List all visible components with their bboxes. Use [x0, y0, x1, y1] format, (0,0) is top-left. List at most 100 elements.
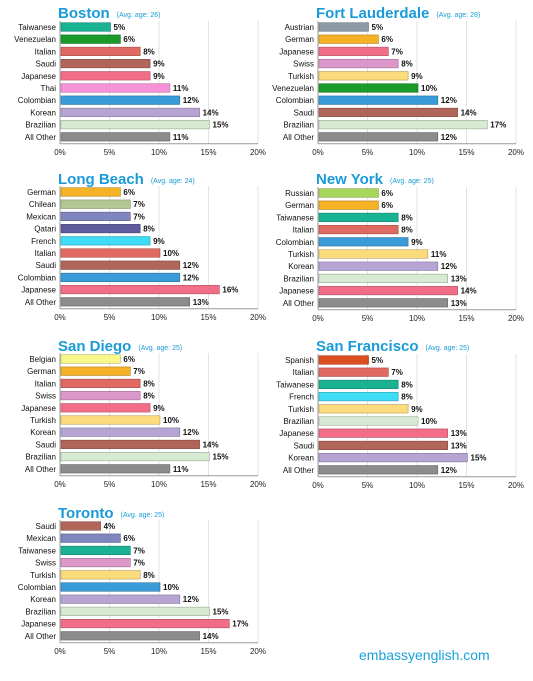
san-diego-title: San Diego	[58, 338, 131, 355]
long-beach-data-label: 12%	[183, 261, 199, 270]
long-beach-data-label: 7%	[133, 200, 145, 209]
san-diego-tick-label: 10%	[151, 480, 167, 489]
footer-site[interactable]: embassyenglish.com	[359, 647, 490, 663]
toronto-data-label: 14%	[203, 632, 219, 641]
boston-bar-thai	[60, 83, 171, 93]
fort-lauderdale-tick-label: 20%	[508, 148, 524, 157]
long-beach-category-label: Qatari	[34, 225, 56, 234]
toronto-data-label: 15%	[213, 607, 229, 616]
san-francisco-data-label: 9%	[411, 405, 423, 414]
fort-lauderdale-data-label: 6%	[381, 35, 393, 44]
boston-category-label: Colombian	[18, 96, 56, 105]
san-diego-data-label: 8%	[143, 379, 155, 388]
toronto-tick-label: 0%	[54, 647, 66, 656]
toronto-category-label: Korean	[30, 595, 56, 604]
san-diego-data-label: 9%	[153, 404, 165, 413]
san-francisco-bar-french	[318, 392, 399, 402]
san-diego-data-label: 15%	[213, 453, 229, 462]
new-york-data-label: 13%	[451, 274, 467, 283]
boston-tick-label: 0%	[54, 148, 66, 157]
boston-tick-label: 5%	[104, 148, 116, 157]
san-francisco-data-label: 10%	[421, 417, 437, 426]
boston-data-label: 8%	[143, 47, 155, 56]
san-diego-category-label: Swiss	[35, 392, 56, 401]
boston-tick-label: 15%	[200, 148, 216, 157]
new-york-category-label: Japanese	[279, 287, 314, 296]
new-york-data-label: 11%	[431, 250, 447, 259]
new-york-bar-brazilian	[318, 273, 448, 283]
boston-category-label: Thai	[40, 84, 56, 93]
san-diego-bar-brazilian	[60, 452, 210, 462]
fort-lauderdale-category-label: Swiss	[293, 60, 314, 69]
new-york-bar-russian	[318, 188, 379, 198]
boston-data-label: 11%	[173, 133, 189, 142]
boston-category-label: Brazilian	[25, 121, 56, 130]
san-francisco-category-label: Saudi	[294, 441, 315, 450]
san-diego-data-label: 12%	[183, 428, 199, 437]
boston-data-label: 12%	[183, 96, 199, 105]
new-york-data-label: 12%	[441, 262, 457, 271]
fort-lauderdale-data-label: 10%	[421, 84, 437, 93]
san-diego-data-label: 8%	[143, 392, 155, 401]
long-beach-tick-label: 20%	[250, 313, 266, 322]
long-beach-category-label: French	[31, 237, 56, 246]
long-beach-bar-chilean	[60, 199, 131, 209]
boston-data-label: 5%	[114, 23, 126, 32]
toronto-data-label: 6%	[123, 534, 135, 543]
new-york-bar-taiwanese	[318, 212, 399, 222]
san-francisco-data-label: 13%	[451, 441, 467, 450]
long-beach-category-label: All Other	[25, 298, 56, 307]
fort-lauderdale-bar-turkish	[318, 71, 409, 81]
toronto-bar-brazilian	[60, 606, 210, 616]
boston-bar-brazilian	[60, 120, 210, 130]
long-beach-category-label: Italian	[35, 249, 56, 258]
toronto-subtitle: (Avg. age: 25)	[121, 512, 165, 519]
san-francisco-bar-saudi	[318, 440, 448, 450]
long-beach-category-label: Saudi	[36, 261, 57, 270]
fort-lauderdale-bar-austrian	[318, 22, 369, 32]
new-york-category-label: Korean	[288, 262, 314, 271]
san-francisco-category-label: Taiwanese	[276, 380, 314, 389]
fort-lauderdale-tick-label: 0%	[312, 148, 324, 157]
san-francisco-category-label: Italian	[293, 368, 314, 377]
long-beach-data-label: 13%	[193, 298, 209, 307]
fort-lauderdale-category-label: Venezuelan	[272, 84, 314, 93]
fort-lauderdale-category-label: Brazilian	[283, 121, 314, 130]
san-diego-tick-label: 5%	[104, 480, 116, 489]
san-francisco-category-label: All Other	[283, 466, 314, 475]
new-york-bar-all-other	[318, 298, 448, 308]
toronto-tick-label: 20%	[250, 647, 266, 656]
san-francisco-data-label: 7%	[391, 368, 403, 377]
long-beach-bar-italian	[60, 248, 161, 258]
toronto-bar-swiss	[60, 558, 131, 568]
san-francisco-tick-label: 0%	[312, 481, 324, 490]
san-diego-data-label: 6%	[123, 355, 135, 364]
san-francisco-category-label: Korean	[288, 454, 314, 463]
toronto-category-label: Colombian	[18, 583, 56, 592]
toronto-data-label: 8%	[143, 571, 155, 580]
boston-bar-taiwanese	[60, 22, 111, 32]
fort-lauderdale-data-label: 9%	[411, 72, 423, 81]
san-diego-data-label: 7%	[133, 367, 145, 376]
toronto-data-label: 7%	[133, 546, 145, 555]
toronto-bar-mexican	[60, 533, 121, 543]
fort-lauderdale-bar-venezuelan	[318, 83, 419, 93]
fort-lauderdale-data-label: 7%	[391, 47, 403, 56]
fort-lauderdale-tick-label: 10%	[409, 148, 425, 157]
san-diego-subtitle: (Avg. age: 25)	[138, 345, 182, 352]
san-francisco-bar-all-other	[318, 465, 439, 475]
long-beach-data-label: 12%	[183, 273, 199, 282]
san-francisco-category-label: Spanish	[285, 356, 314, 365]
san-francisco-tick-label: 5%	[362, 481, 374, 490]
san-diego-bar-belgian	[60, 354, 121, 364]
san-francisco-bar-japanese	[318, 428, 448, 438]
new-york-data-label: 8%	[401, 226, 413, 235]
san-diego-category-label: Saudi	[36, 440, 57, 449]
toronto-bar-taiwanese	[60, 545, 131, 555]
san-diego-bar-swiss	[60, 391, 141, 401]
new-york-data-label: 6%	[381, 189, 393, 198]
new-york-data-label: 14%	[461, 287, 477, 296]
long-beach-bar-french	[60, 236, 151, 246]
boston-tick-label: 10%	[151, 148, 167, 157]
san-francisco-bar-italian	[318, 367, 389, 377]
